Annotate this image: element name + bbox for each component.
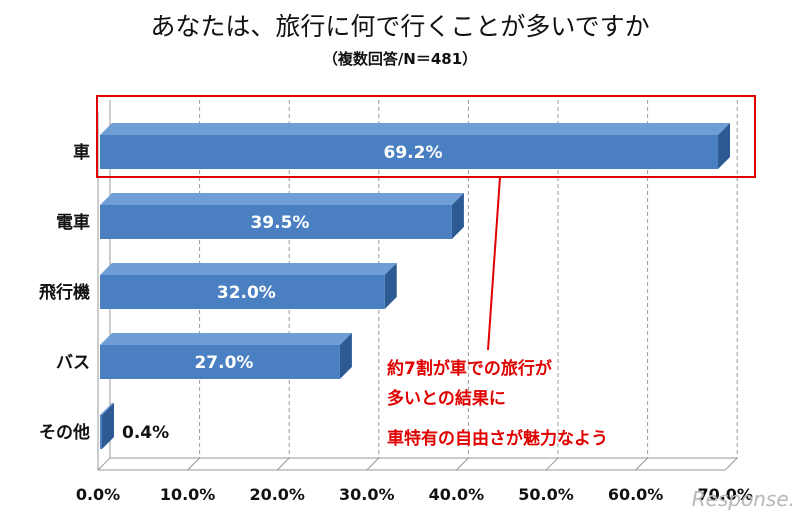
x-tick-label-1: 10.0% bbox=[160, 485, 216, 504]
labels-layer: 0.0% 10.0% 20.0% 30.0% 40.0% 50.0% 60.0% 70.0% 車… bbox=[38, 142, 753, 504]
data-label-2: 32.0% bbox=[217, 283, 276, 303]
callout-line bbox=[487, 176, 501, 351]
chart-title: あなたは、旅行に何で行くことが多いですか bbox=[150, 12, 649, 41]
category-label-3: バス bbox=[56, 353, 90, 373]
x-tick-label-5: 50.0% bbox=[518, 485, 574, 504]
x-tick-label-3: 30.0% bbox=[339, 485, 395, 504]
bar-1 bbox=[100, 205, 452, 239]
floor-tick-6 bbox=[635, 457, 648, 471]
category-label-1: 電車 bbox=[56, 212, 90, 233]
floor-tick-3 bbox=[366, 457, 380, 471]
floor-tick-2 bbox=[276, 457, 290, 471]
annotation-line-2: 車特有の自由さが魅力なよう bbox=[387, 428, 608, 449]
bar-top-1 bbox=[100, 193, 464, 205]
x-tick-label-6: 60.0% bbox=[608, 485, 664, 504]
bar-4 bbox=[100, 415, 102, 449]
bar-top-3 bbox=[100, 333, 352, 345]
data-label-0: 69.2% bbox=[384, 143, 443, 163]
floor-tick-0 bbox=[97, 457, 111, 471]
bar-2 bbox=[100, 275, 385, 309]
bar-top-4 bbox=[100, 403, 114, 415]
highlight-box bbox=[96, 95, 756, 178]
watermark-logo: Response. bbox=[692, 487, 795, 511]
annotation-line-0: 約7割が車での旅行が bbox=[387, 358, 552, 379]
data-label-3: 27.0% bbox=[194, 353, 253, 373]
annotation-line-1: 多いとの結果に bbox=[387, 388, 506, 409]
bars-layer bbox=[100, 123, 731, 449]
bar-3 bbox=[100, 345, 340, 379]
bar-side-1 bbox=[451, 193, 464, 239]
floor-tick-5 bbox=[545, 457, 559, 471]
x-tick-label-4: 40.0% bbox=[429, 485, 485, 504]
floor-tick-7 bbox=[724, 457, 738, 471]
bar-side-2 bbox=[384, 263, 397, 309]
x-tick-label-7: 70.0% bbox=[697, 485, 753, 504]
x-tick-label-2: 20.0% bbox=[249, 485, 305, 504]
chart-subtitle: （複数回答/N＝481） bbox=[323, 50, 477, 68]
bar-side-0 bbox=[718, 123, 731, 169]
bar-0 bbox=[100, 135, 719, 169]
bar-top-0 bbox=[100, 123, 731, 135]
floor-tick-1 bbox=[187, 457, 200, 471]
x-tick-label-0: 0.0% bbox=[76, 485, 120, 504]
bar-side-3 bbox=[339, 333, 352, 379]
floor-tick-4 bbox=[456, 457, 469, 471]
data-label-1: 39.5% bbox=[250, 213, 309, 233]
data-label-4: 0.4% bbox=[122, 423, 169, 443]
category-label-2: 飛行機 bbox=[38, 282, 90, 303]
bar-side-4 bbox=[102, 403, 114, 449]
category-label-4: その他 bbox=[39, 422, 90, 443]
bar-top-2 bbox=[100, 263, 397, 275]
category-label-0: 車 bbox=[73, 142, 90, 163]
